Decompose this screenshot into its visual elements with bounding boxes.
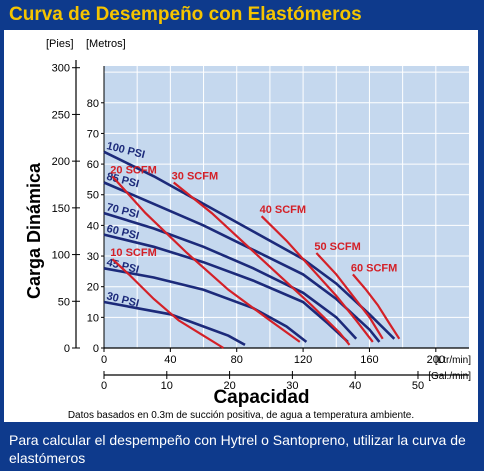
feet-tick-label: 0: [64, 343, 70, 355]
x-axis-title: Capacidad: [213, 387, 309, 408]
chart-panel: 0 50 100 150 200 250 300 [Pies] 0 10 20 30 40 50 60 70 8…: [4, 30, 478, 422]
gpm-tick-label: 0: [101, 380, 107, 392]
feet-tick-label: 50: [58, 296, 70, 308]
meters-tick-label: 60: [87, 159, 99, 171]
gpm-tick-label: 20: [223, 380, 235, 392]
y-axis-title: Carga Dinámica: [24, 162, 44, 299]
scfm-curve-label: 50 SCFM: [314, 241, 360, 253]
feet-tick-label: 300: [52, 63, 70, 75]
meters-tick-label: 30: [87, 251, 99, 263]
lpm-tick-label: 200: [427, 354, 445, 366]
feet-tick-label: 250: [52, 109, 70, 121]
meters-unit-label: [Metros]: [86, 38, 126, 50]
feet-tick-label: 200: [52, 156, 70, 168]
lpm-tick-label: 40: [164, 354, 176, 366]
meters-tick-label: 20: [87, 282, 99, 294]
gpm-tick-label: 30: [286, 380, 298, 392]
psi-curve: [103, 267, 308, 343]
scfm-curve-label: 30 SCFM: [172, 170, 218, 182]
lpm-tick-label: 80: [231, 354, 243, 366]
scfm-curve-label: 10 SCFM: [110, 247, 156, 259]
lpm-tick-label: 0: [101, 354, 107, 366]
meters-tick-label: 40: [87, 220, 99, 232]
scfm-curve: [111, 258, 225, 349]
lpm-unit-label: [Ltr/min]: [435, 355, 471, 366]
scfm-curve: [315, 252, 384, 340]
feet-tick-label: 150: [52, 203, 70, 215]
gpm-tick-label: 10: [161, 380, 173, 392]
meters-tick-label: 50: [87, 190, 99, 202]
gpm-tick-label: 50: [412, 380, 424, 392]
scfm-curve: [260, 215, 374, 343]
psi-curve: [103, 300, 246, 347]
meters-tick-label: 0: [93, 343, 99, 355]
scfm-curve-label: 20 SCFM: [110, 164, 156, 176]
feet-unit-label: [Pies]: [46, 38, 74, 50]
lpm-tick-label: 160: [360, 354, 378, 366]
meters-tick-label: 80: [87, 98, 99, 110]
psi-curve: [103, 181, 381, 343]
feet-tick-label: 100: [52, 250, 70, 262]
scfm-curve: [173, 181, 351, 346]
scfm-curve: [111, 175, 301, 343]
plot-area: [104, 66, 469, 348]
meters-tick-label: 70: [87, 128, 99, 140]
performance-chart: 050100150200250300[Pies]0102030405060708…: [24, 38, 471, 421]
footer-note: Para calcular el despempeño con Hytrel o…: [9, 432, 466, 466]
page-title: Curva de Desempeño con Elastómeros: [9, 4, 362, 25]
lpm-tick-label: 120: [294, 354, 312, 366]
meters-tick-label: 10: [87, 312, 99, 324]
scfm-curve-label: 60 SCFM: [351, 262, 397, 274]
scfm-curve: [352, 273, 401, 340]
psi-curve: [103, 233, 349, 343]
gpm-tick-label: 40: [349, 380, 361, 392]
psi-curve: [103, 211, 358, 340]
gpm-unit-label: [Gal./min]: [428, 371, 471, 382]
chart-note: Datos basados en 0.3m de succión positiv…: [68, 410, 414, 421]
scfm-curve-label: 40 SCFM: [260, 204, 306, 216]
